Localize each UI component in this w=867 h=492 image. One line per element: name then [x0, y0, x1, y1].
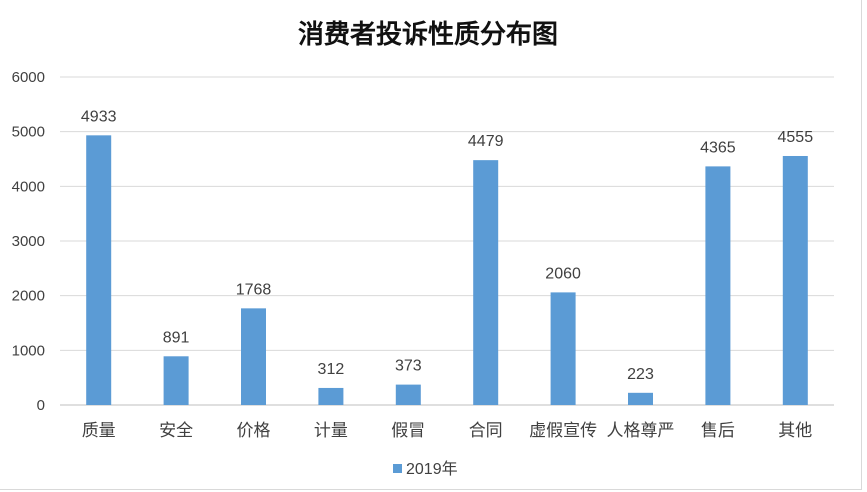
y-tick-label: 2000: [12, 288, 45, 305]
data-label: 4555: [778, 129, 814, 146]
y-tick-label: 6000: [12, 69, 45, 86]
y-tick-label: 5000: [12, 124, 45, 141]
data-label: 4933: [81, 108, 117, 125]
x-tick-label: 假冒: [391, 421, 425, 441]
data-label: 2060: [545, 265, 581, 282]
x-tick-label: 价格: [237, 421, 271, 441]
bar: [395, 384, 421, 405]
legend-label: 2019年: [406, 460, 458, 478]
bar: [550, 292, 576, 405]
y-tick-label: 0: [37, 397, 45, 414]
data-label: 223: [627, 366, 654, 383]
x-tick-label: 售后: [701, 421, 735, 441]
x-tick-label: 合同: [469, 421, 503, 441]
legend: 2019年: [393, 460, 458, 478]
x-tick-label: 人格尊严: [607, 421, 675, 441]
bar: [628, 392, 653, 405]
data-label: 4365: [700, 139, 736, 156]
bar: [782, 155, 808, 405]
legend-swatch: [393, 464, 402, 473]
bar: [473, 160, 499, 405]
bar: [241, 308, 266, 405]
y-tick-label: 3000: [12, 233, 45, 250]
x-tick-label: 质量: [82, 421, 116, 441]
x-tick-label: 其他: [778, 421, 812, 441]
x-axis-ticks: 质量 安全 价格 计量 假冒 合同 虚假宣传 人格尊严 售后 其他: [82, 421, 813, 441]
bar: [163, 356, 189, 405]
data-label: 373: [395, 358, 422, 375]
bars: [86, 135, 808, 405]
bar: [86, 135, 112, 405]
chart-title: 消费者投诉性质分布图: [298, 20, 558, 50]
data-label: 4479: [468, 133, 504, 150]
data-label: 312: [318, 361, 345, 378]
y-tick-label: 1000: [12, 342, 45, 359]
bar: [318, 387, 344, 405]
x-tick-label: 虚假宣传: [529, 421, 597, 441]
y-tick-label: 4000: [12, 178, 45, 195]
gridlines: [60, 76, 834, 406]
bar: [705, 166, 731, 405]
data-label: 1768: [236, 281, 272, 298]
x-tick-label: 计量: [314, 421, 348, 441]
y-axis-ticks: 0 1000 2000 3000 4000 5000 6000: [12, 69, 45, 414]
data-labels: 4933 891 1768 312 373 4479 2060 223 4365 4555: [81, 108, 813, 382]
x-tick-label: 安全: [159, 421, 193, 441]
data-label: 891: [163, 329, 190, 346]
